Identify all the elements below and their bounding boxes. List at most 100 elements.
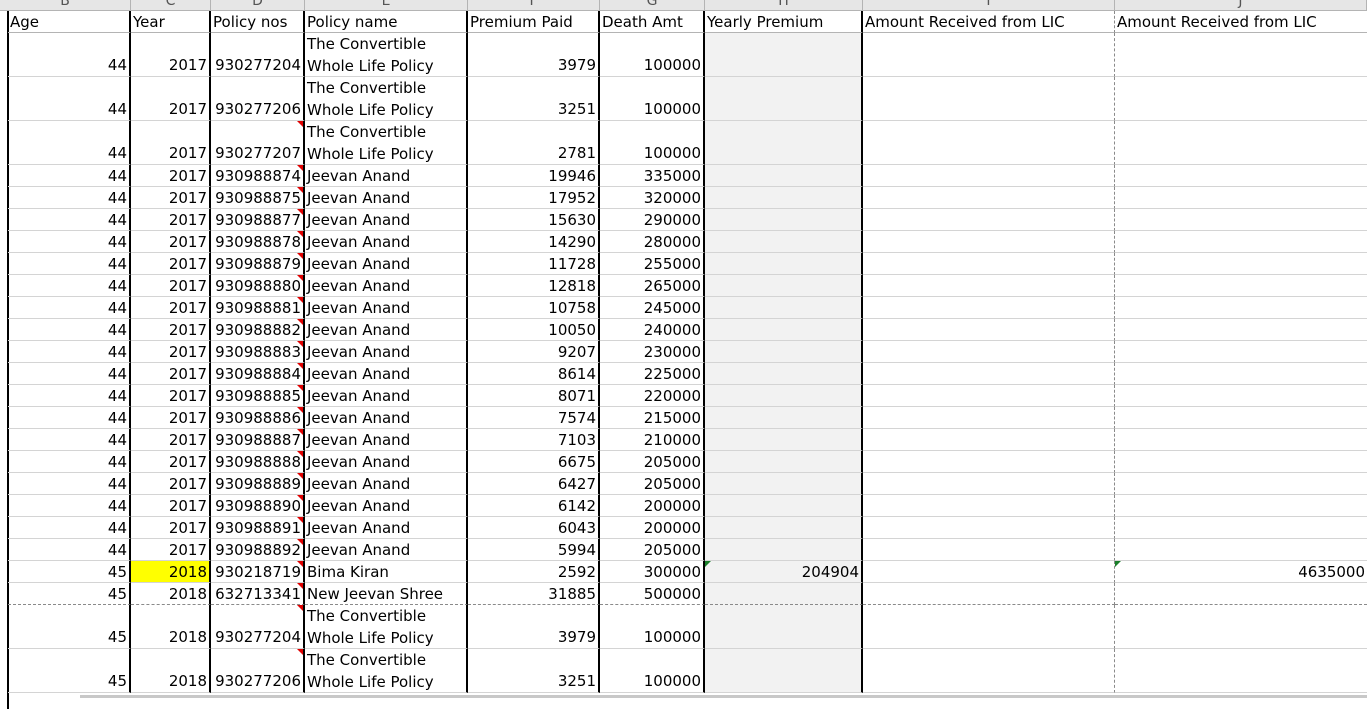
cell-policy-name[interactable]: Jeevan Anand [305,517,468,539]
cell-year[interactable]: 2017 [131,385,211,407]
cell-age[interactable]: 44 [8,539,131,561]
cell-age[interactable]: 44 [8,77,131,121]
cell-amount-received-1[interactable] [863,231,1115,253]
cell-amount-received-1[interactable] [863,407,1115,429]
cell-premium-paid[interactable]: 8614 [468,363,600,385]
cell-premium-paid[interactable]: 6043 [468,517,600,539]
cell-year[interactable]: 2017 [131,33,211,77]
cell-year[interactable]: 2017 [131,253,211,275]
cell-year[interactable]: 2017 [131,363,211,385]
cell-premium-paid[interactable]: 7574 [468,407,600,429]
cell-amount-received-1[interactable] [863,561,1115,583]
cell-year[interactable]: 2017 [131,165,211,187]
cell-amount-received-2[interactable] [1115,319,1367,341]
cell-yearly-premium[interactable] [705,451,863,473]
column-letter-j[interactable]: J [1115,0,1367,10]
cell-policy-name[interactable]: Jeevan Anand [305,385,468,407]
cell-policy-name[interactable]: Jeevan Anand [305,319,468,341]
cell-amount-received-2[interactable] [1115,517,1367,539]
cell-death-amt[interactable]: 200000 [600,517,705,539]
cell-year[interactable]: 2017 [131,209,211,231]
cell-premium-paid[interactable]: 9207 [468,341,600,363]
cell-yearly-premium[interactable] [705,583,863,605]
cell-premium-paid[interactable]: 6675 [468,451,600,473]
cell-death-amt[interactable]: 205000 [600,473,705,495]
cell-policy-nos[interactable]: 930988888 [211,451,305,473]
cell-premium-paid[interactable]: 19946 [468,165,600,187]
cell-yearly-premium[interactable] [705,363,863,385]
cell-policy-name[interactable]: The Convertible Whole Life Policy [305,77,468,121]
cell-amount-received-1[interactable] [863,649,1115,693]
cell-death-amt[interactable]: 100000 [600,121,705,165]
cell-amount-received-2[interactable] [1115,165,1367,187]
cell-policy-name[interactable]: The Convertible Whole Life Policy [305,649,468,693]
cell-amount-received-2[interactable] [1115,275,1367,297]
cell-premium-paid[interactable]: 5994 [468,539,600,561]
cell-policy-name[interactable]: Jeevan Anand [305,297,468,319]
header-amount-received-2[interactable]: Amount Received from LIC [1115,11,1367,33]
cell-age[interactable]: 44 [8,407,131,429]
cell-year[interactable]: 2017 [131,539,211,561]
cell-year[interactable]: 2017 [131,275,211,297]
cell-amount-received-2[interactable] [1115,583,1367,605]
cell-policy-nos[interactable]: 930988891 [211,517,305,539]
cell-yearly-premium[interactable] [705,495,863,517]
cell-premium-paid[interactable]: 3979 [468,605,600,649]
cell-year[interactable]: 2017 [131,517,211,539]
header-year[interactable]: Year [131,11,211,33]
cell-year[interactable]: 2017 [131,429,211,451]
cell-policy-nos[interactable]: 930277206 [211,77,305,121]
cell-premium-paid[interactable]: 10050 [468,319,600,341]
cell-death-amt[interactable]: 225000 [600,363,705,385]
cell-death-amt[interactable]: 205000 [600,451,705,473]
cell-amount-received-1[interactable] [863,253,1115,275]
header-policy-name[interactable]: Policy name [305,11,468,33]
cell-yearly-premium[interactable] [705,253,863,275]
cell-amount-received-1[interactable] [863,209,1115,231]
cell-year[interactable]: 2017 [131,473,211,495]
cell-yearly-premium[interactable] [705,341,863,363]
cell-policy-nos[interactable]: 930988886 [211,407,305,429]
cell-death-amt[interactable]: 300000 [600,561,705,583]
cell-policy-name[interactable]: Jeevan Anand [305,495,468,517]
cell-amount-received-2[interactable] [1115,473,1367,495]
header-premium-paid[interactable]: Premium Paid [468,11,600,33]
cell-policy-nos[interactable]: 930277204 [211,33,305,77]
cell-premium-paid[interactable]: 2592 [468,561,600,583]
cell-year[interactable]: 2018 [131,605,211,649]
cell-policy-name[interactable]: Jeevan Anand [305,187,468,209]
cell-death-amt[interactable]: 100000 [600,77,705,121]
cell-death-amt[interactable]: 200000 [600,495,705,517]
cell-premium-paid[interactable]: 8071 [468,385,600,407]
cell-premium-paid[interactable]: 6142 [468,495,600,517]
cell-policy-nos[interactable]: 930988881 [211,297,305,319]
cell-amount-received-1[interactable] [863,121,1115,165]
cell-amount-received-1[interactable] [863,385,1115,407]
cell-yearly-premium[interactable] [705,517,863,539]
cell-age[interactable]: 44 [8,275,131,297]
header-policy-nos[interactable]: Policy nos [211,11,305,33]
cell-yearly-premium[interactable] [705,275,863,297]
cell-age[interactable]: 44 [8,165,131,187]
cell-death-amt[interactable]: 215000 [600,407,705,429]
cell-amount-received-2[interactable] [1115,407,1367,429]
column-letter-d[interactable]: D [211,0,305,10]
cell-policy-name[interactable]: Bima Kiran [305,561,468,583]
cell-policy-nos[interactable]: 930218719 [211,561,305,583]
horizontal-scrollbar[interactable] [80,695,1367,698]
cell-yearly-premium[interactable] [705,429,863,451]
cell-policy-nos[interactable]: 930988880 [211,275,305,297]
cell-age[interactable]: 44 [8,187,131,209]
cell-policy-nos[interactable]: 930988890 [211,495,305,517]
cell-amount-received-1[interactable] [863,187,1115,209]
cell-policy-name[interactable]: Jeevan Anand [305,165,468,187]
cell-amount-received-2[interactable] [1115,605,1367,649]
cell-amount-received-1[interactable] [863,319,1115,341]
cell-policy-name[interactable]: The Convertible Whole Life Policy [305,605,468,649]
cell-year[interactable]: 2017 [131,77,211,121]
header-amount-received-1[interactable]: Amount Received from LIC [863,11,1115,33]
cell-death-amt[interactable]: 100000 [600,605,705,649]
cell-policy-name[interactable]: Jeevan Anand [305,429,468,451]
cell-yearly-premium[interactable] [705,473,863,495]
header-yearly-premium[interactable]: Yearly Premium [705,11,863,33]
